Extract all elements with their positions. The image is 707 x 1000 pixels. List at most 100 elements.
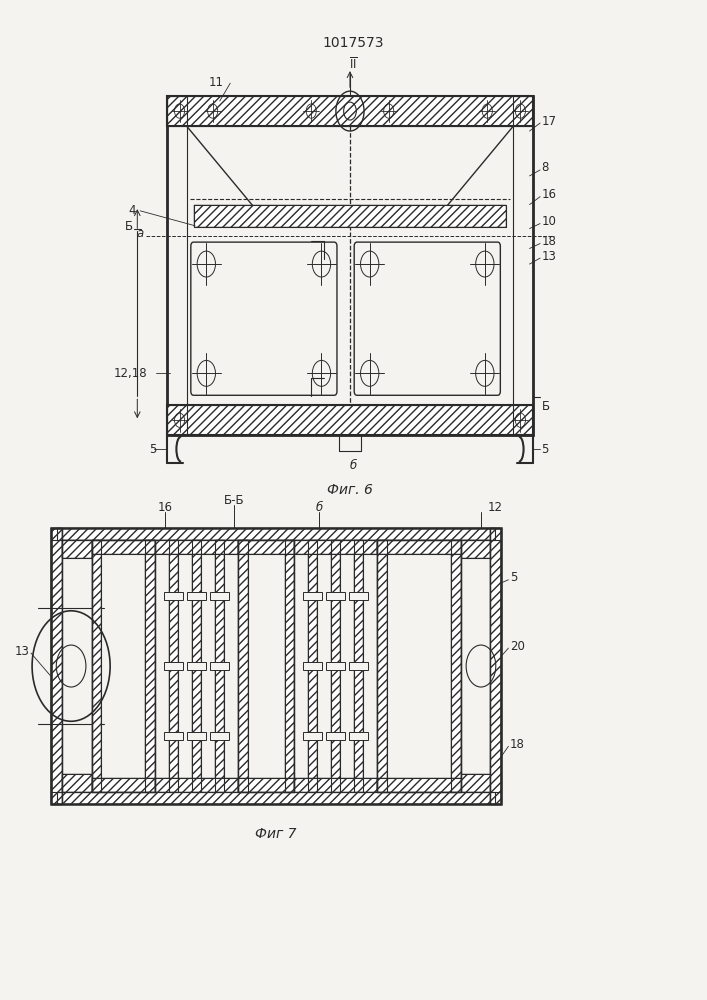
Bar — [91, 540, 101, 792]
Text: 12: 12 — [488, 501, 503, 514]
Bar — [354, 540, 363, 792]
Bar — [57, 792, 495, 804]
Text: 18: 18 — [510, 738, 525, 751]
Text: 5: 5 — [149, 443, 157, 456]
Bar — [354, 540, 363, 792]
Bar — [378, 540, 387, 792]
Bar — [490, 528, 501, 804]
Text: 8: 8 — [542, 161, 549, 174]
Bar — [457, 540, 460, 549]
Text: б: б — [315, 501, 323, 514]
Bar — [460, 540, 490, 558]
Bar — [215, 540, 224, 792]
Bar — [378, 540, 460, 792]
Bar — [451, 540, 460, 792]
Bar — [349, 662, 368, 670]
Bar — [460, 540, 501, 792]
Bar — [238, 540, 294, 792]
Bar — [57, 528, 495, 540]
Bar — [62, 774, 91, 792]
Bar — [164, 732, 183, 740]
Bar — [327, 592, 346, 600]
Bar — [167, 405, 533, 435]
Bar — [164, 662, 183, 670]
Text: a: a — [136, 227, 144, 240]
Bar — [51, 528, 501, 804]
Bar — [513, 96, 533, 435]
Bar — [62, 540, 91, 558]
Bar — [51, 528, 62, 804]
Bar — [378, 540, 460, 554]
Bar — [169, 540, 178, 792]
Bar — [192, 540, 201, 792]
Text: $\overline{\rm II}$: $\overline{\rm II}$ — [349, 56, 358, 72]
Bar — [167, 96, 533, 126]
Text: 1017573: 1017573 — [323, 36, 384, 50]
Bar — [91, 540, 155, 554]
Bar — [187, 662, 206, 670]
Text: Фиг. 6: Фиг. 6 — [327, 483, 373, 497]
Bar — [164, 592, 183, 600]
Bar — [332, 540, 340, 792]
Bar — [167, 96, 187, 435]
Bar — [91, 540, 101, 792]
Bar — [91, 778, 155, 792]
Text: Б: Б — [124, 220, 133, 233]
Bar — [327, 662, 346, 670]
Bar — [210, 592, 229, 600]
Bar — [238, 540, 247, 792]
Bar — [167, 405, 533, 435]
Text: 17: 17 — [542, 115, 556, 128]
Bar — [378, 540, 460, 554]
Bar — [238, 540, 247, 792]
Bar — [155, 778, 238, 792]
Bar — [194, 205, 506, 227]
Bar — [155, 540, 238, 554]
Bar — [238, 778, 294, 792]
Bar — [167, 405, 533, 435]
Bar — [91, 540, 155, 554]
Bar — [451, 540, 460, 792]
Text: 16: 16 — [158, 501, 173, 514]
Bar — [51, 528, 62, 804]
Bar — [378, 778, 460, 792]
Bar — [210, 662, 229, 670]
Bar — [155, 540, 238, 554]
Bar — [294, 778, 378, 792]
Bar — [332, 540, 340, 792]
Bar — [62, 774, 91, 792]
Text: 13: 13 — [542, 250, 556, 263]
Bar — [308, 540, 317, 792]
Bar — [192, 540, 201, 792]
Bar — [354, 540, 363, 792]
Text: 5: 5 — [542, 443, 549, 456]
Bar — [146, 540, 155, 792]
Bar — [167, 96, 533, 126]
Bar — [303, 662, 322, 670]
Bar — [327, 732, 346, 740]
Bar — [51, 528, 62, 804]
Bar — [62, 540, 91, 558]
Bar — [210, 732, 229, 740]
Bar — [215, 540, 224, 792]
Bar — [457, 783, 460, 792]
Bar — [238, 540, 294, 554]
Bar — [285, 540, 294, 792]
Bar — [303, 732, 322, 740]
Bar — [378, 778, 460, 792]
Bar — [238, 778, 294, 792]
Text: 12,18: 12,18 — [114, 367, 148, 380]
Bar — [378, 540, 387, 792]
Bar — [169, 540, 178, 792]
Text: 5: 5 — [510, 571, 518, 584]
Text: Б: Б — [542, 400, 549, 413]
Bar — [91, 540, 155, 792]
Bar — [238, 540, 294, 554]
Bar — [57, 528, 495, 540]
Bar — [294, 540, 378, 554]
Bar — [308, 540, 317, 792]
Bar — [146, 540, 155, 792]
Bar — [308, 540, 317, 792]
Bar — [303, 592, 322, 600]
Text: 13: 13 — [15, 645, 30, 658]
